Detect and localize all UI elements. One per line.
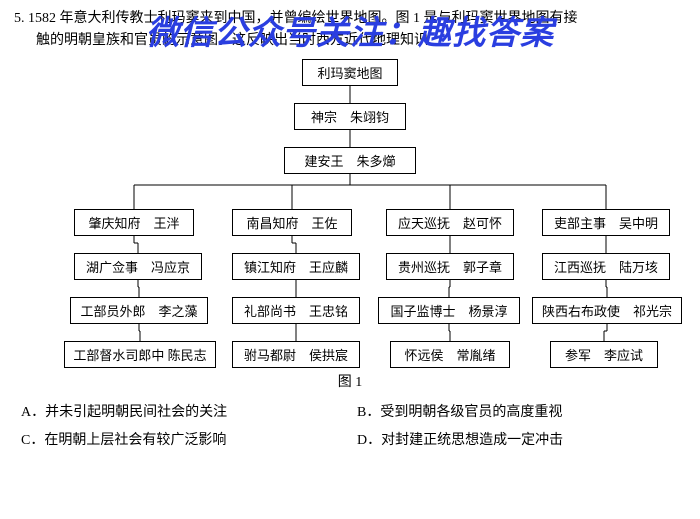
diagram-node: 应天巡抚 赵可怀 bbox=[386, 209, 514, 236]
option-a[interactable]: A．并未引起明朝民间社会的关注 bbox=[14, 399, 350, 427]
diagram-node: 建安王 朱多㸅 bbox=[284, 147, 416, 174]
figure-label: 图 1 bbox=[14, 371, 686, 391]
diagram-node: 怀远侯 常胤绪 bbox=[390, 341, 510, 368]
diagram-node: 肇庆知府 王泮 bbox=[74, 209, 194, 236]
diagram-node: 驸马都尉 侯拱宸 bbox=[232, 341, 360, 368]
diagram-node: 吏部主事 吴中明 bbox=[542, 209, 670, 236]
diagram-node: 国子监博士 杨景淳 bbox=[378, 297, 520, 324]
diagram-node: 利玛窦地图 bbox=[302, 59, 398, 86]
option-b[interactable]: B．受到明朝各级官员的高度重视 bbox=[350, 399, 686, 427]
diagram-node: 镇江知府 王应麟 bbox=[232, 253, 360, 280]
diagram-node: 工部督水司郎中 陈民志 bbox=[64, 341, 216, 368]
diagram-node: 贵州巡抚 郭子章 bbox=[386, 253, 514, 280]
diagram-tree: 利玛窦地图神宗 朱翊钧建安王 朱多㸅肇庆知府 王泮 南昌知府 王佐 应天巡抚 赵可怀… bbox=[14, 59, 686, 369]
question-number: 5. bbox=[14, 11, 25, 26]
diagram-node: 工部员外郎 李之藻 bbox=[70, 297, 208, 324]
diagram-node: 湖广佥事 冯应京 bbox=[74, 253, 202, 280]
option-c[interactable]: C．在明朝上层社会有较广泛影响 bbox=[14, 427, 350, 455]
diagram-node: 礼部尚书 王忠铭 bbox=[232, 297, 360, 324]
question-stem: 5. 1582 年意大利传教士利玛窦来到中国，并曾编绘世界地图。图 1 是与利玛… bbox=[14, 8, 686, 53]
diagram-node: 陕西右布政使 祁光宗 bbox=[532, 297, 682, 324]
option-d[interactable]: D．对封建正统思想造成一定冲击 bbox=[350, 427, 686, 455]
stem-line1: 1582 年意大利传教士利玛窦来到中国，并曾编绘世界地图。图 1 是与利玛窦世界… bbox=[28, 11, 578, 26]
diagram-node: 神宗 朱翊钧 bbox=[294, 103, 406, 130]
diagram-node: 江西巡抚 陆万垓 bbox=[542, 253, 670, 280]
stem-line2: 触的明朝皇族和官员的示意图。这反映出当时西方近代地理知识 bbox=[14, 33, 428, 48]
diagram-node: 南昌知府 王佐 bbox=[232, 209, 352, 236]
answer-options: A．并未引起明朝民间社会的关注 B．受到明朝各级官员的高度重视 C．在明朝上层社… bbox=[14, 399, 686, 455]
diagram-node: 参军 李应试 bbox=[550, 341, 658, 368]
